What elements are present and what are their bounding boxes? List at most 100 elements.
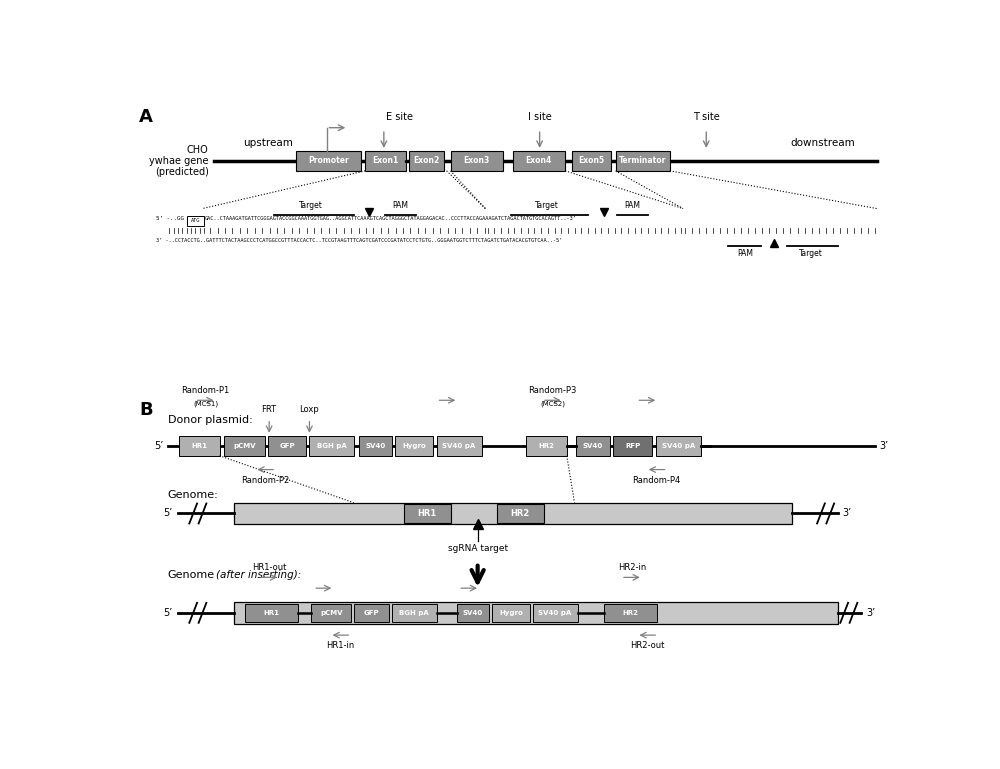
Bar <box>409 151 444 171</box>
Text: Donor plasmid:: Donor plasmid: <box>168 415 252 425</box>
Text: CHO: CHO <box>187 145 209 155</box>
Text: ATG: ATG <box>191 218 200 223</box>
Text: FRT: FRT <box>262 405 277 414</box>
Text: HR1: HR1 <box>263 610 279 616</box>
Text: pCMV: pCMV <box>320 610 342 616</box>
Text: Random-P3: Random-P3 <box>529 386 577 395</box>
Bar <box>224 436 264 456</box>
Text: Terminator: Terminator <box>619 156 666 165</box>
Text: SV40 pA: SV40 pA <box>442 443 476 448</box>
Text: BGH pA: BGH pA <box>317 443 347 448</box>
Text: PAM: PAM <box>392 201 408 210</box>
Bar <box>365 151 406 171</box>
Bar <box>179 436 220 456</box>
Bar <box>497 504 544 523</box>
Text: (predicted): (predicted) <box>155 167 209 177</box>
Text: HR2: HR2 <box>511 509 530 518</box>
Text: 3’: 3’ <box>866 608 875 618</box>
Bar <box>533 604 578 622</box>
Text: E site: E site <box>386 112 413 122</box>
Text: Target: Target <box>535 201 559 210</box>
Text: Loxp: Loxp <box>300 405 319 414</box>
Text: HR1-out: HR1-out <box>252 563 286 572</box>
Text: A: A <box>139 108 153 126</box>
Bar <box>526 436 567 456</box>
Bar <box>576 436 610 456</box>
Text: 5’: 5’ <box>164 508 173 518</box>
Text: HR1-in: HR1-in <box>326 641 355 651</box>
Bar <box>395 436 433 456</box>
Bar <box>492 604 530 622</box>
Text: HR2-in: HR2-in <box>618 563 646 572</box>
Text: HR1: HR1 <box>191 443 207 448</box>
Bar <box>604 604 657 622</box>
Text: sgRNA target: sgRNA target <box>448 544 508 553</box>
Bar <box>457 604 489 622</box>
Bar <box>296 151 361 171</box>
Bar <box>656 436 701 456</box>
Bar <box>354 604 389 622</box>
Text: (after inserting):: (after inserting): <box>216 571 302 581</box>
Text: PAM: PAM <box>737 248 753 258</box>
Text: Exon1: Exon1 <box>372 156 399 165</box>
Text: 5’: 5’ <box>154 441 164 451</box>
Text: Genome: Genome <box>168 571 215 581</box>
Bar <box>245 604 298 622</box>
Text: GFP: GFP <box>364 610 379 616</box>
Text: HR1: HR1 <box>418 509 437 518</box>
Bar <box>616 151 670 171</box>
Text: Exon5: Exon5 <box>578 156 605 165</box>
Text: (MCS1): (MCS1) <box>193 401 218 407</box>
Bar <box>234 602 838 624</box>
Text: I site: I site <box>528 112 552 122</box>
Bar <box>234 503 792 524</box>
Bar <box>311 604 351 622</box>
Text: Exon2: Exon2 <box>413 156 440 165</box>
Text: pCMV: pCMV <box>233 443 256 448</box>
Text: Random-P4: Random-P4 <box>633 476 681 484</box>
Bar <box>268 436 306 456</box>
Text: HR2-out: HR2-out <box>630 641 665 651</box>
Text: downstream: downstream <box>790 138 855 148</box>
Text: HR2: HR2 <box>622 610 638 616</box>
Text: SV40 pA: SV40 pA <box>538 610 572 616</box>
Text: Random-P1: Random-P1 <box>181 386 230 395</box>
Bar <box>187 216 204 226</box>
Text: 5’: 5’ <box>164 608 173 618</box>
Bar <box>404 504 450 523</box>
Bar <box>309 436 354 456</box>
Text: (MCS2): (MCS2) <box>540 401 565 407</box>
Bar <box>359 436 392 456</box>
Text: PAM: PAM <box>625 201 641 210</box>
Text: SV40: SV40 <box>463 610 483 616</box>
Text: BGH pA: BGH pA <box>399 610 429 616</box>
Text: GFP: GFP <box>279 443 295 448</box>
Text: 3’: 3’ <box>879 441 888 451</box>
Bar <box>392 604 437 622</box>
Text: Hygro: Hygro <box>499 610 523 616</box>
Text: Target: Target <box>299 201 323 210</box>
Bar <box>512 151 565 171</box>
Bar <box>437 436 482 456</box>
Text: 5’ -..GG: 5’ -..GG <box>156 216 184 221</box>
Text: HR2: HR2 <box>539 443 555 448</box>
Bar <box>450 151 503 171</box>
Text: upstream: upstream <box>243 138 293 148</box>
Text: Exon3: Exon3 <box>464 156 490 165</box>
Text: SV40: SV40 <box>365 443 385 448</box>
Text: RFP: RFP <box>625 443 640 448</box>
Text: Hygro: Hygro <box>402 443 426 448</box>
Text: 3’ -..CCTACCTG..GATTTCTACTAAGCCCTCATGGCCGTTTACCACTC..TCCGTAAGTTTCAGTCGATCCCGATAT: 3’ -..CCTACCTG..GATTTCTACTAAGCCCTCATGGCC… <box>156 238 562 243</box>
Text: Promoter: Promoter <box>308 156 349 165</box>
Text: Genome:: Genome: <box>168 491 218 501</box>
Text: Exon4: Exon4 <box>526 156 552 165</box>
Text: SV40: SV40 <box>583 443 603 448</box>
Text: SV40 pA: SV40 pA <box>662 443 695 448</box>
Text: Target: Target <box>799 248 823 258</box>
Text: ywhae gene: ywhae gene <box>149 156 209 166</box>
Text: 3’: 3’ <box>843 508 852 518</box>
Text: GAC..CTAAAGATGATTCGGGAGTACCGGCAAATGGTGAG..AGGCATTCAAAGTCAGCTAGGGCTATAGGAGACAC..C: GAC..CTAAAGATGATTCGGGAGTACCGGCAAATGGTGAG… <box>205 216 577 221</box>
Text: Random-P2: Random-P2 <box>241 476 289 484</box>
Text: B: B <box>139 401 153 419</box>
Text: T site: T site <box>693 112 720 122</box>
